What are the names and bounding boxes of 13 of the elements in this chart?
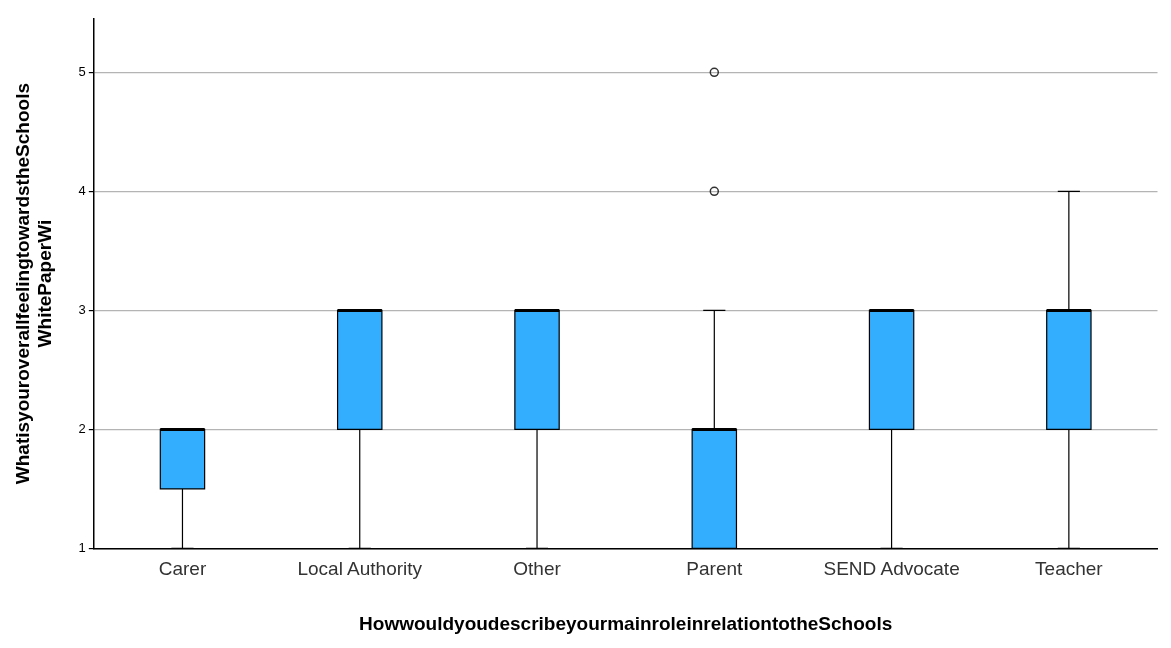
y-tick-label: 5 [78,63,86,79]
y-tick-label: 1 [78,539,86,555]
y-tick-label: 3 [78,301,86,317]
x-tick-label: Local Authority [297,558,423,580]
x-tick-label: Teacher [1035,558,1104,580]
x-tick-label: Parent [686,558,744,580]
x-tick-label: Other [513,558,562,580]
x-tick-label: SEND Advocate [823,558,960,580]
x-tick-label: Carer [158,558,207,580]
y-tick-label: 2 [78,420,86,436]
x-axis-title: HowwouldyoudescribeyourmainroleinrelationtotheSchools [359,612,893,634]
y-axis-title: WhatisyouroverallfeelingtowardstheSchools WhitePaperWi [11,83,56,485]
y-tick-label: 4 [78,182,86,198]
